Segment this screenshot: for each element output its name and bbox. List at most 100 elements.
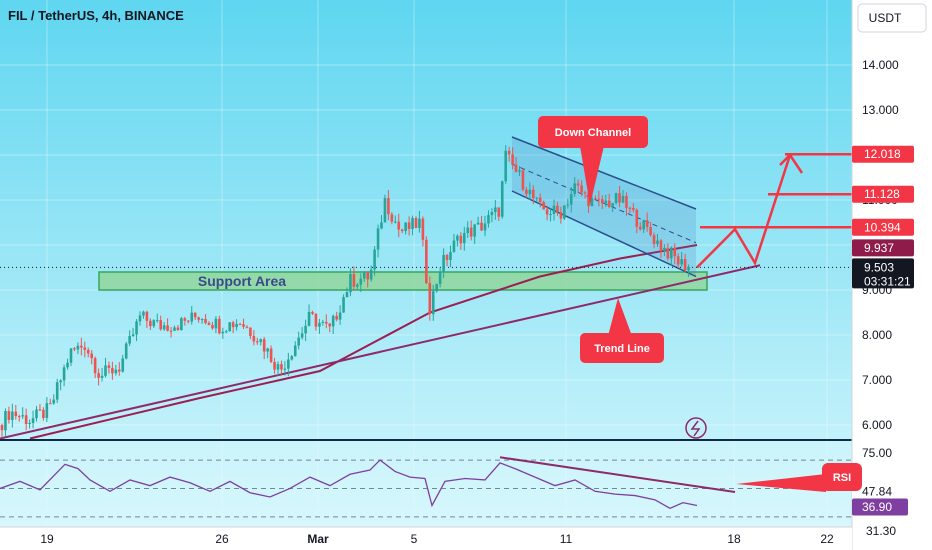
candle-body bbox=[180, 318, 183, 331]
candle-body bbox=[176, 327, 180, 331]
candle-body bbox=[256, 341, 259, 343]
candle-body bbox=[680, 258, 683, 265]
price-label-box bbox=[852, 145, 914, 163]
candle-body bbox=[476, 222, 480, 225]
candle-body bbox=[421, 218, 425, 240]
price-label-countdown: 03:31:21 bbox=[864, 274, 911, 288]
candle-body bbox=[500, 181, 504, 217]
down-channel-label: Down Channel bbox=[555, 127, 631, 139]
candle-body bbox=[231, 322, 235, 328]
candle-body bbox=[287, 359, 290, 369]
candle-body bbox=[511, 154, 514, 165]
candle-body bbox=[366, 271, 369, 280]
candle-body bbox=[463, 232, 466, 244]
candle-body bbox=[269, 348, 273, 362]
candle-body bbox=[556, 205, 559, 213]
candle-body bbox=[473, 224, 476, 237]
candle-body bbox=[587, 192, 590, 207]
candle-body bbox=[414, 218, 418, 228]
rsi-current-label: 36.90 bbox=[862, 500, 892, 514]
down-channel-pointer bbox=[580, 146, 604, 205]
projection-path bbox=[696, 154, 792, 269]
candle-body bbox=[0, 425, 4, 431]
candle-body bbox=[97, 373, 100, 378]
candle-body bbox=[190, 312, 194, 322]
candle-body bbox=[187, 320, 190, 322]
candle-body bbox=[407, 222, 411, 229]
candle-body bbox=[645, 220, 649, 228]
candle-body bbox=[128, 335, 131, 344]
candle-body bbox=[480, 222, 483, 231]
chart-title: FIL / TetherUS, 4h, BINANCE bbox=[8, 8, 184, 23]
candle-body bbox=[431, 291, 435, 315]
candle-body bbox=[411, 218, 414, 229]
price-label-value: 10.394 bbox=[864, 220, 901, 234]
candle-body bbox=[280, 364, 283, 370]
candle-body bbox=[207, 322, 211, 326]
candle-body bbox=[11, 411, 14, 420]
candle-body bbox=[642, 220, 645, 230]
candle-body bbox=[145, 311, 149, 321]
candle-body bbox=[425, 239, 428, 283]
candle-body bbox=[31, 418, 35, 424]
candle-body bbox=[676, 256, 680, 265]
candle-body bbox=[14, 411, 18, 417]
candle-body bbox=[138, 315, 142, 322]
candle-body bbox=[349, 274, 352, 293]
candle-body bbox=[659, 240, 663, 251]
candle-body bbox=[259, 339, 263, 342]
candle-body bbox=[86, 349, 90, 354]
candle-body bbox=[445, 254, 449, 261]
candle-body bbox=[666, 247, 670, 259]
candle-body bbox=[49, 403, 52, 405]
candle-body bbox=[683, 258, 687, 271]
candle-body bbox=[325, 321, 328, 324]
lightning-icon-bolt bbox=[690, 420, 701, 437]
candle-body bbox=[297, 337, 300, 346]
candle-body bbox=[390, 214, 394, 222]
rsi-value-label: 47.84 bbox=[862, 485, 892, 499]
candle-body bbox=[142, 311, 145, 316]
support-area-zone bbox=[98, 271, 708, 291]
candle-body bbox=[638, 226, 642, 230]
candle-body bbox=[235, 324, 238, 328]
candle-body bbox=[559, 212, 563, 219]
candle-body bbox=[483, 223, 487, 231]
candle-body bbox=[442, 254, 445, 272]
candle-body bbox=[611, 203, 614, 207]
rsi-pane bbox=[0, 439, 932, 527]
candle-body bbox=[569, 193, 573, 205]
candle-body bbox=[597, 198, 601, 200]
candle-body bbox=[387, 198, 390, 215]
candle-body bbox=[604, 200, 608, 204]
candle-body bbox=[632, 207, 635, 210]
rsi-callout-box bbox=[822, 463, 862, 491]
candle-body bbox=[369, 269, 373, 280]
candle-body bbox=[601, 199, 604, 204]
candle-body bbox=[528, 189, 532, 195]
currency-button bbox=[857, 3, 927, 33]
price-label-value: 12.018 bbox=[864, 147, 901, 161]
candle-body bbox=[159, 320, 162, 330]
candle-body bbox=[214, 318, 218, 329]
candle-body bbox=[45, 403, 49, 419]
candle-body bbox=[621, 195, 625, 203]
candle-body bbox=[183, 318, 187, 321]
candle-body bbox=[331, 315, 335, 327]
candle-body bbox=[66, 362, 69, 368]
candle-body bbox=[224, 331, 228, 333]
candle-body bbox=[200, 318, 204, 320]
candle-body bbox=[673, 247, 677, 257]
candle-body bbox=[242, 324, 245, 327]
candle-body bbox=[394, 221, 397, 223]
candle-body bbox=[283, 368, 287, 370]
candle-body bbox=[17, 416, 21, 418]
candle-body bbox=[497, 207, 501, 217]
candle-body bbox=[104, 365, 107, 376]
candle-body bbox=[687, 266, 690, 271]
time-tick-label: 19 bbox=[40, 532, 54, 546]
candle-body bbox=[173, 327, 176, 331]
candle-body bbox=[449, 252, 452, 261]
candle-body bbox=[124, 343, 128, 359]
